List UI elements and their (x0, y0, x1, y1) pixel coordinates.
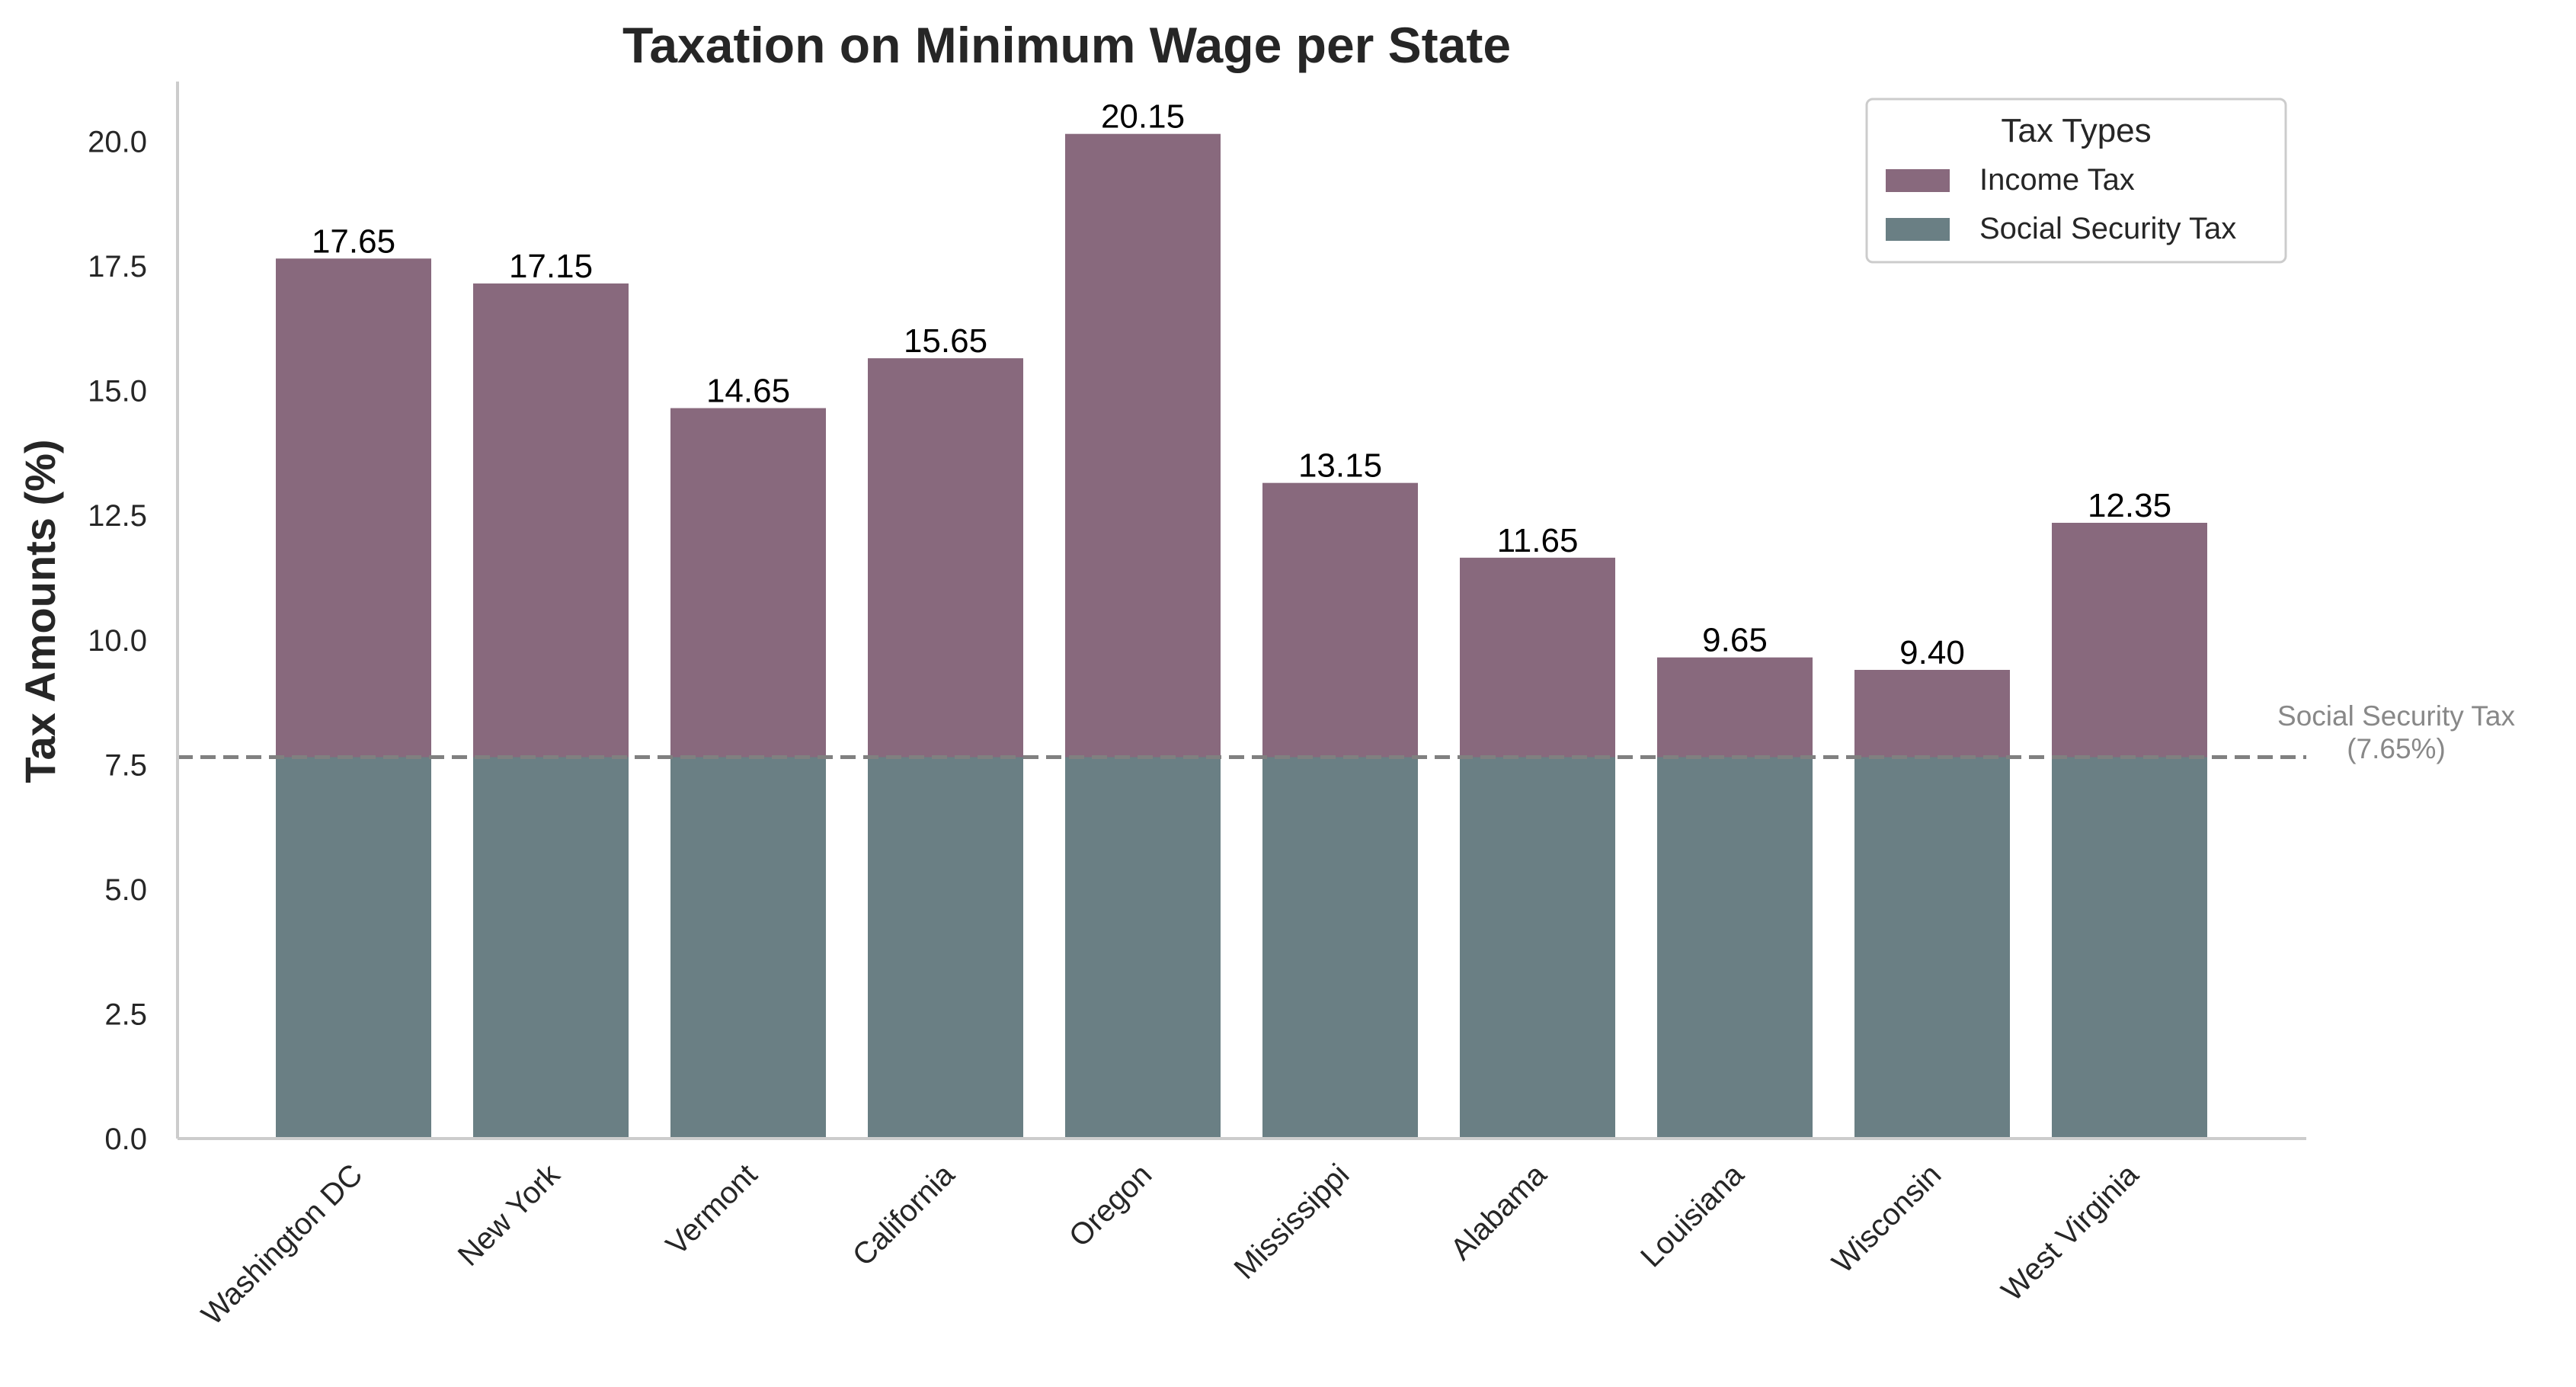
bar-social-security-new-york (473, 757, 629, 1139)
bar-income-louisiana (1657, 657, 1813, 758)
bar-total-label: 17.15 (509, 248, 593, 285)
y-tick-label: 2.5 (104, 998, 147, 1031)
bar-social-security-alabama (1460, 757, 1615, 1139)
x-tick-label: Louisiana (1634, 1158, 1751, 1274)
bar-total-label: 9.65 (1702, 622, 1768, 659)
bar-total-label: 9.40 (1899, 634, 1965, 671)
bar-social-security-vermont (670, 757, 826, 1139)
y-tick-label: 20.0 (88, 126, 147, 159)
y-tick-label: 0.0 (104, 1123, 147, 1156)
x-tick-label: Mississippi (1228, 1158, 1356, 1286)
x-tick-label: Washington DC (195, 1158, 369, 1331)
reference-line-value-label: (7.65%) (2347, 733, 2446, 764)
bar-income-mississippi (1262, 482, 1418, 758)
bar-social-security-washington-dc (276, 757, 431, 1139)
bar-total-label: 12.35 (2088, 487, 2171, 524)
bar-group (276, 133, 2207, 1139)
x-tick-label: New York (452, 1158, 567, 1273)
bar-income-alabama (1460, 557, 1615, 758)
legend-swatch-social-security-tax (1886, 218, 1950, 241)
bar-label-group: 17.65 17.15 14.65 15.65 20.15 13.15 11.65 9.65 9… (312, 98, 2171, 671)
bar-income-washington-dc (276, 258, 431, 758)
legend: Tax Types Income Tax Social Security Tax (1865, 98, 2287, 264)
x-tick-label: Wisconsin (1826, 1158, 1947, 1280)
bar-total-label: 14.65 (706, 373, 790, 410)
bar-total-label: 13.15 (1298, 447, 1382, 485)
legend-title: Tax Types (2001, 112, 2151, 149)
bar-social-security-louisiana (1657, 757, 1813, 1139)
chart-title: Taxation on Minimum Wage per State (622, 17, 1511, 73)
legend-swatch-income-tax (1886, 169, 1950, 192)
bar-income-vermont (670, 408, 826, 758)
bar-social-security-mississippi (1262, 757, 1418, 1139)
bar-income-california (868, 358, 1023, 758)
bar-social-security-wisconsin (1854, 757, 2010, 1139)
bar-total-label: 11.65 (1497, 522, 1579, 559)
bar-income-west-virginia (2052, 523, 2207, 758)
y-tick-label: 15.0 (88, 375, 147, 408)
legend-box (1865, 98, 2287, 264)
y-axis-label: Tax Amounts (%) (16, 439, 64, 783)
y-tick-label: 12.5 (88, 499, 147, 533)
x-tick-label: Oregon (1063, 1158, 1158, 1253)
y-tick-label: 17.5 (88, 250, 147, 283)
axes (176, 82, 2306, 1140)
bar-income-oregon (1065, 133, 1221, 758)
bar-total-label: 15.65 (904, 322, 987, 360)
x-tick-label: Alabama (1445, 1158, 1554, 1267)
bar-social-security-california (868, 757, 1023, 1139)
y-tick-group: 0.0 2.5 5.0 7.5 10.0 12.5 15.0 17.5 20.0 (88, 126, 147, 1156)
legend-label-income-tax: Income Tax (1979, 163, 2135, 197)
reference-line-group: Social Security Tax(7.65%) (178, 700, 2515, 764)
bar-social-security-oregon (1065, 757, 1221, 1139)
bar-total-label: 17.65 (312, 223, 395, 260)
bar-income-new-york (473, 283, 629, 758)
bar-income-wisconsin (1854, 670, 2010, 758)
x-tick-group: Washington DC New York Vermont California Or… (195, 1158, 2146, 1332)
y-tick-label: 7.5 (104, 748, 147, 782)
legend-label-social-security-tax: Social Security Tax (1979, 212, 2236, 245)
x-tick-label: Vermont (660, 1158, 763, 1261)
y-tick-label: 10.0 (88, 624, 147, 658)
x-tick-label: California (846, 1158, 962, 1273)
x-tick-label: West Virginia (1995, 1158, 2146, 1308)
bar-social-security-west-virginia (2052, 757, 2207, 1139)
y-tick-label: 5.0 (104, 873, 147, 907)
reference-line-label: Social Security Tax (2277, 700, 2515, 732)
bar-total-label: 20.15 (1101, 98, 1185, 136)
